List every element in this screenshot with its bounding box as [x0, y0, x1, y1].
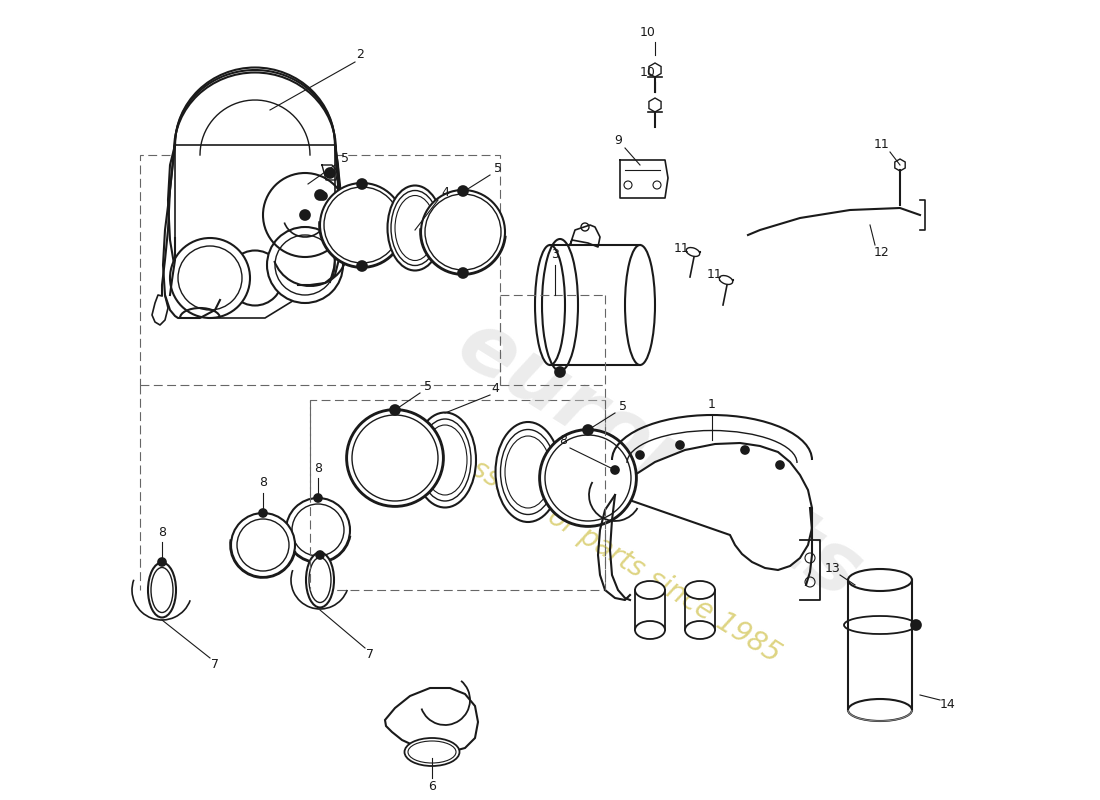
- Ellipse shape: [635, 581, 666, 599]
- Circle shape: [314, 494, 322, 502]
- Polygon shape: [894, 159, 905, 171]
- Ellipse shape: [148, 562, 176, 618]
- Text: 9: 9: [614, 134, 622, 146]
- Ellipse shape: [719, 275, 733, 285]
- Text: 10: 10: [640, 26, 656, 39]
- Text: 3: 3: [551, 249, 559, 262]
- Circle shape: [158, 558, 166, 566]
- Circle shape: [315, 190, 324, 200]
- Text: 11: 11: [674, 242, 690, 254]
- Circle shape: [556, 367, 565, 377]
- Text: 5: 5: [619, 399, 627, 413]
- Circle shape: [316, 551, 324, 559]
- Ellipse shape: [686, 247, 700, 257]
- Text: 14: 14: [940, 698, 956, 710]
- Circle shape: [358, 179, 367, 189]
- Text: 12: 12: [874, 246, 890, 259]
- Text: 4: 4: [441, 186, 449, 198]
- Polygon shape: [615, 443, 812, 570]
- Circle shape: [583, 425, 593, 435]
- Ellipse shape: [535, 245, 565, 365]
- Polygon shape: [649, 63, 661, 77]
- Ellipse shape: [495, 422, 561, 522]
- Polygon shape: [175, 145, 336, 318]
- Text: 5: 5: [424, 379, 432, 393]
- Circle shape: [286, 498, 350, 562]
- Circle shape: [421, 190, 505, 274]
- Text: 7: 7: [211, 658, 219, 671]
- Circle shape: [320, 183, 404, 267]
- Ellipse shape: [685, 581, 715, 599]
- Text: 2: 2: [356, 49, 364, 62]
- Circle shape: [390, 405, 400, 415]
- Circle shape: [300, 210, 310, 220]
- Text: 8: 8: [258, 477, 267, 490]
- Ellipse shape: [306, 553, 334, 607]
- Text: europarts: europarts: [443, 303, 877, 617]
- Ellipse shape: [173, 250, 228, 306]
- Ellipse shape: [848, 569, 912, 591]
- Circle shape: [267, 227, 343, 303]
- Circle shape: [231, 513, 295, 577]
- Text: 5: 5: [341, 151, 349, 165]
- Text: 8: 8: [314, 462, 322, 474]
- Circle shape: [258, 509, 267, 517]
- Text: 8: 8: [559, 434, 566, 446]
- Circle shape: [636, 451, 644, 459]
- Text: 13: 13: [825, 562, 840, 574]
- Polygon shape: [649, 98, 661, 112]
- Circle shape: [458, 186, 468, 196]
- Circle shape: [458, 268, 468, 278]
- Text: a passion for parts since 1985: a passion for parts since 1985: [415, 422, 785, 668]
- Circle shape: [324, 168, 336, 178]
- Circle shape: [776, 461, 784, 469]
- Circle shape: [610, 466, 619, 474]
- Text: 11: 11: [707, 269, 723, 282]
- Ellipse shape: [635, 621, 666, 639]
- Circle shape: [319, 192, 327, 200]
- Text: 8: 8: [158, 526, 166, 538]
- Text: 10: 10: [640, 66, 656, 79]
- Circle shape: [676, 441, 684, 449]
- Ellipse shape: [625, 245, 654, 365]
- Ellipse shape: [685, 621, 715, 639]
- Polygon shape: [385, 688, 478, 752]
- Circle shape: [170, 238, 250, 318]
- Circle shape: [358, 261, 367, 271]
- Ellipse shape: [405, 738, 460, 766]
- Text: 7: 7: [366, 649, 374, 662]
- Text: 5: 5: [494, 162, 502, 174]
- Circle shape: [741, 446, 749, 454]
- Circle shape: [540, 430, 636, 526]
- Text: 11: 11: [874, 138, 890, 150]
- Text: 6: 6: [428, 779, 436, 793]
- Ellipse shape: [848, 699, 912, 721]
- Ellipse shape: [387, 186, 442, 270]
- Circle shape: [911, 620, 921, 630]
- Ellipse shape: [414, 413, 476, 507]
- Ellipse shape: [228, 250, 283, 306]
- Text: 4: 4: [491, 382, 499, 394]
- Circle shape: [346, 410, 443, 506]
- Text: 1: 1: [708, 398, 716, 411]
